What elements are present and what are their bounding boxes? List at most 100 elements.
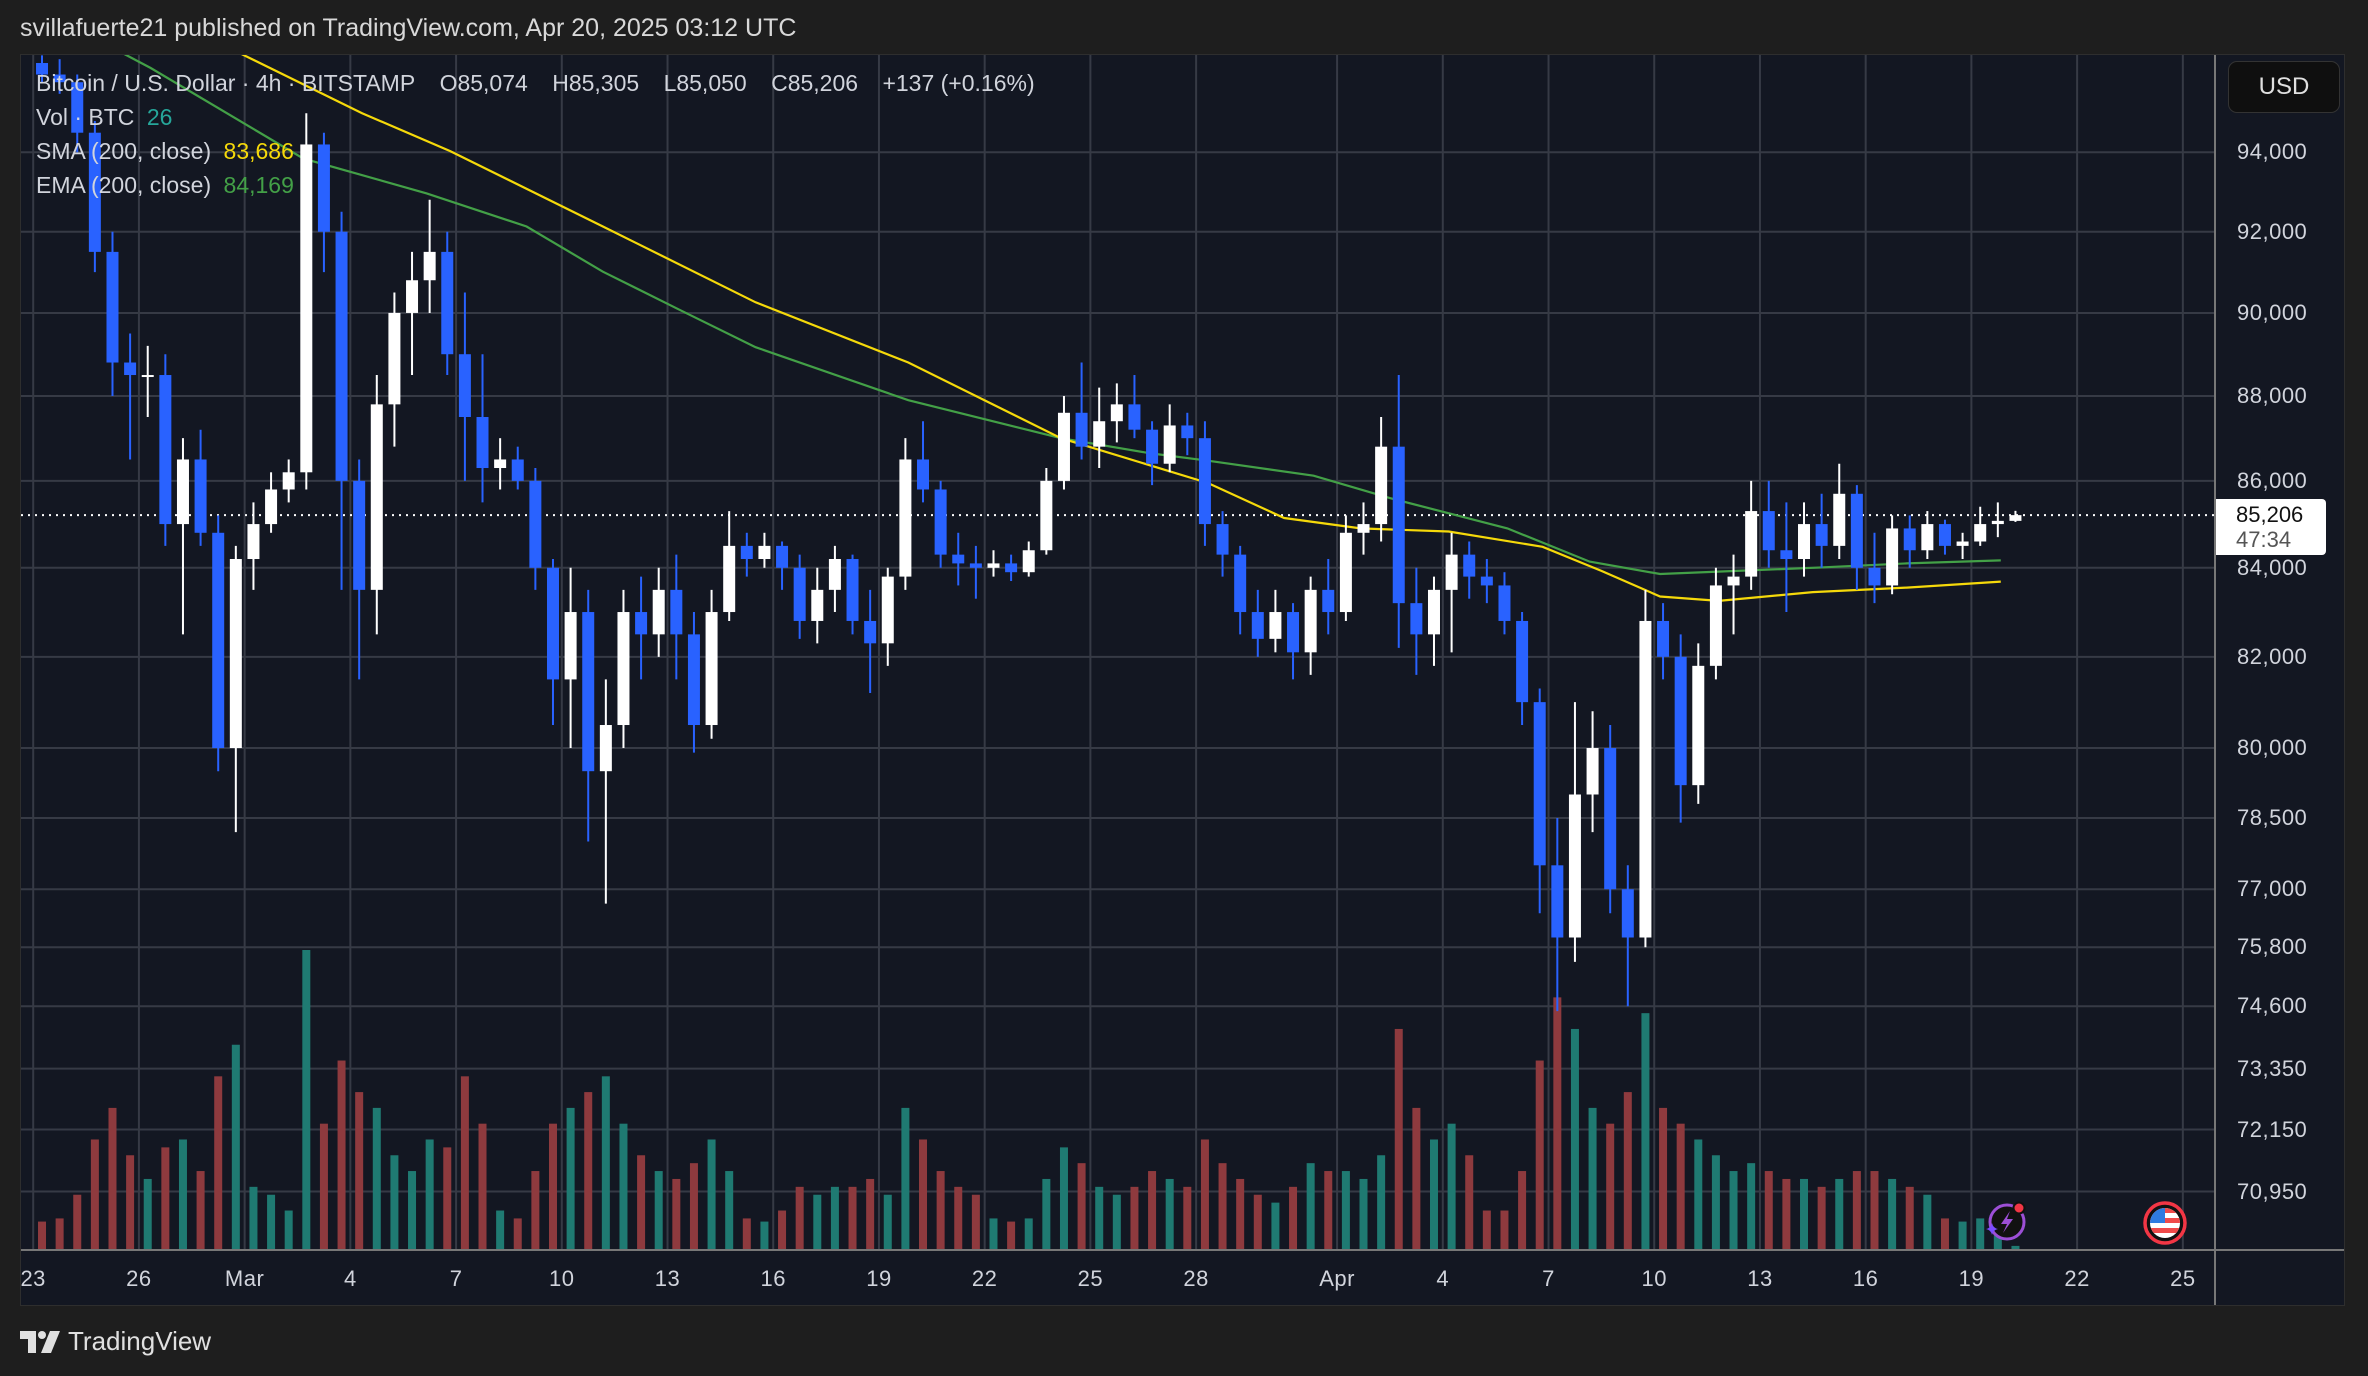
volume-bar [1764, 1171, 1773, 1250]
change-value: +137 (+0.16%) [882, 70, 1035, 96]
volume-bar [161, 1147, 170, 1250]
candle-body [458, 354, 471, 418]
price-tick-label: 92,000 [2237, 218, 2308, 244]
candle-body [1639, 620, 1652, 938]
tradingview-brand[interactable]: TradingView [20, 1326, 211, 1357]
us-flag-event-icon[interactable] [2142, 1200, 2188, 1246]
candle-body [1427, 589, 1440, 635]
time-tick-label: 28 [1183, 1266, 1209, 1291]
volume-bar [1940, 1218, 1949, 1250]
volume-bar [73, 1194, 82, 1250]
volume-bar [689, 1163, 698, 1250]
volume-legend[interactable]: Vol · BTC 26 [36, 104, 178, 131]
candle-body [1727, 576, 1740, 586]
volume-bar [90, 1139, 99, 1250]
candle-body [687, 634, 700, 726]
candle-body [335, 231, 348, 481]
volume-bar [284, 1210, 293, 1250]
time-tick-label: 22 [971, 1266, 998, 1291]
low-value: L85,050 [663, 70, 747, 96]
volume-bar [1236, 1178, 1245, 1250]
candle-body [1075, 412, 1088, 447]
volume-bar [38, 1221, 47, 1250]
candle-body [864, 620, 877, 644]
candle-body [124, 362, 137, 376]
sma-label: SMA (200, close) [36, 138, 212, 164]
candle-body [1480, 576, 1493, 586]
volume-bar [1641, 1013, 1650, 1250]
candle-body [1146, 429, 1159, 464]
candle-body [423, 251, 436, 281]
time-tick-label: 25 [1077, 1266, 1104, 1291]
volume-bar [672, 1178, 681, 1250]
candle-body [159, 375, 172, 525]
volume-bar [1007, 1221, 1016, 1250]
candle-body [1956, 541, 1969, 546]
candle-body [1745, 511, 1758, 577]
sma-legend[interactable]: SMA (200, close) 83,686 [36, 138, 300, 165]
volume-bar [108, 1107, 117, 1250]
candle-body [1251, 612, 1264, 639]
volume-bar [143, 1178, 152, 1250]
volume-bar [267, 1194, 276, 1250]
volume-bar [919, 1139, 928, 1250]
volume-bar [830, 1186, 839, 1250]
candle-body [265, 489, 278, 525]
close-value: C85,206 [771, 70, 859, 96]
candle-body [582, 612, 595, 772]
candle-body [1798, 524, 1811, 560]
chart-frame [20, 54, 2345, 1306]
candle-body [1586, 748, 1599, 795]
brand-name: TradingView [68, 1326, 212, 1356]
volume-bar [478, 1123, 487, 1250]
candle-body [881, 576, 894, 644]
candle-body [793, 567, 806, 621]
volume-bar [196, 1171, 205, 1250]
candle-body [1498, 585, 1511, 621]
volume-bar [425, 1139, 434, 1250]
candle-body [1991, 520, 2004, 525]
candle-body [53, 74, 66, 83]
candle-body [1410, 603, 1423, 635]
candle-body [106, 251, 119, 363]
volume-bar [1606, 1123, 1615, 1250]
candle-body [670, 589, 683, 635]
volume-bar [813, 1194, 822, 1250]
candle-body [1533, 702, 1546, 866]
volume-label: Vol · BTC [36, 104, 135, 130]
candle-body [1780, 550, 1793, 560]
grid [21, 55, 2215, 1250]
volume-bar [1130, 1186, 1139, 1250]
candle-body [1850, 493, 1863, 568]
last-price-value: 85,206 [2236, 502, 2304, 528]
price-tick-label: 72,150 [2237, 1116, 2308, 1142]
time-tick-label: 13 [1747, 1266, 1773, 1291]
volume-bar [1412, 1107, 1421, 1250]
currency-button[interactable]: USD [2228, 61, 2340, 113]
ema-legend[interactable]: EMA (200, close) 84,169 [36, 172, 300, 199]
volume-bar [1024, 1218, 1033, 1250]
volume-bars [38, 950, 2020, 1250]
candle-body [811, 589, 824, 621]
volume-bar [1324, 1171, 1333, 1250]
price-tick-label: 86,000 [2237, 467, 2308, 493]
volume-bar [1518, 1171, 1527, 1250]
candle-body [1128, 404, 1141, 430]
volume-bar [1359, 1178, 1368, 1250]
candle-body [212, 532, 225, 749]
symbol-title: Bitcoin / U.S. Dollar · 4h · BITSTAMP [36, 70, 416, 96]
volume-bar [1148, 1171, 1157, 1250]
candle-body [1921, 524, 1934, 551]
candle-body [1709, 585, 1722, 666]
volume-bar [954, 1186, 963, 1250]
open-value: O85,074 [439, 70, 528, 96]
volume-bar [1306, 1163, 1315, 1250]
time-tick-label: 25 [2170, 1266, 2196, 1291]
volume-bar [443, 1147, 452, 1250]
volume-bar [707, 1139, 716, 1250]
volume-bar [1077, 1163, 1086, 1250]
time-tick-label: 16 [760, 1266, 786, 1291]
candle-body [1674, 656, 1687, 786]
lightning-event-icon[interactable] [1981, 1199, 2027, 1245]
